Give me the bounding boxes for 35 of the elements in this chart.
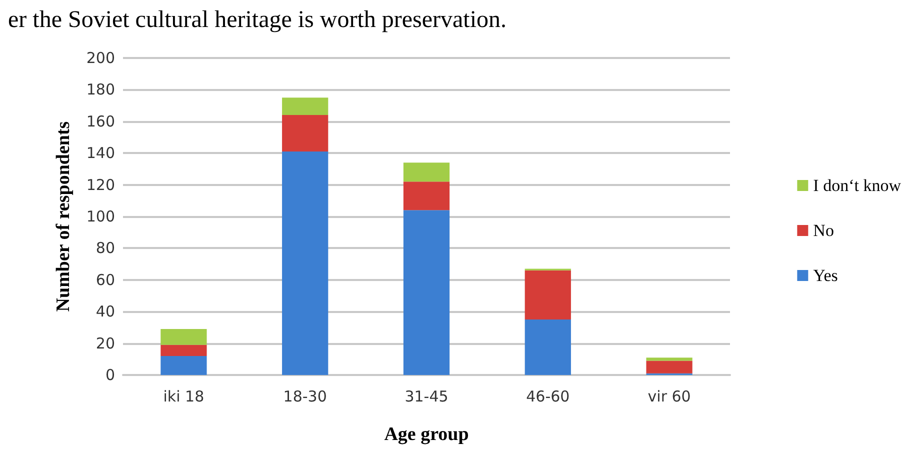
y-tick-label: 120 — [86, 176, 115, 194]
bar — [282, 98, 328, 116]
bar — [524, 320, 571, 375]
bar — [403, 162, 450, 182]
bar — [160, 356, 207, 375]
y-tick-label: 80 — [96, 239, 115, 258]
legend-label: No — [813, 221, 834, 240]
legend-label: Yes — [813, 266, 838, 285]
bar — [403, 182, 450, 210]
x-tick-label: 18-30 — [283, 388, 327, 406]
x-tick-label: iki 18 — [163, 388, 204, 406]
bar — [403, 210, 450, 375]
x-tick-label: vir 60 — [648, 388, 691, 406]
bar — [524, 270, 571, 320]
legend-label: I don‘t know — [813, 176, 902, 195]
y-tick-label: 100 — [86, 208, 115, 226]
y-tick-label: 180 — [86, 80, 115, 99]
bar — [282, 152, 328, 375]
y-tick-label: 40 — [96, 302, 115, 321]
y-axis-title: Number of respondents — [53, 121, 74, 312]
bar — [282, 115, 328, 152]
bar — [646, 358, 692, 361]
y-tick-label: 60 — [96, 270, 115, 289]
x-tick-label: 46-60 — [526, 388, 570, 406]
x-tick-label: 31-45 — [404, 388, 448, 406]
y-tick-label: 160 — [86, 112, 115, 130]
y-tick-label: 140 — [86, 144, 115, 162]
bar — [160, 329, 207, 345]
text: er the Soviet cultural heritage is worth preservation. — [8, 7, 507, 33]
x-axis-title: Age group — [384, 424, 469, 445]
y-tick-label: 20 — [96, 334, 115, 352]
y-tick-label: 200 — [86, 49, 115, 67]
bar — [160, 344, 207, 356]
bar — [646, 360, 692, 374]
y-tick-label: 0 — [105, 366, 115, 384]
